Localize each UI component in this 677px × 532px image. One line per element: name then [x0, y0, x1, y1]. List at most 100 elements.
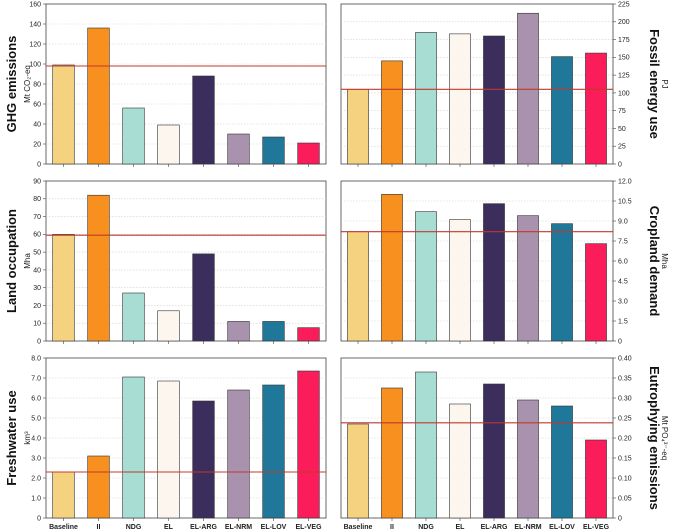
y-tick-label: 160	[29, 1, 41, 8]
bar-el-nrm	[517, 399, 539, 519]
y-tick-label: 125	[618, 73, 630, 80]
bar-ii	[381, 194, 403, 342]
bar-el-veg	[297, 370, 320, 519]
bar-baseline	[347, 231, 369, 342]
y-tick-label: 3.0	[618, 298, 628, 305]
x-ticks: Baseline II NDG EL EL-ARG EL-NRM EL-LOV EL-VEG	[344, 518, 610, 531]
panel-title-group: Fossil energy use	[647, 29, 662, 139]
panel-cropland-demand: 0 1.5 3.0 4.5 6.0 7.5 9.0 10.5 12.0 Cropland dem…	[340, 178, 669, 345]
bar-el	[157, 124, 180, 165]
y-tick-label: 8.0	[31, 355, 41, 362]
y-tick-label: 10	[33, 321, 41, 328]
bar-el-nrm	[227, 133, 250, 165]
x-tick-label: EL	[456, 524, 466, 531]
x-tick-label: II	[97, 524, 101, 531]
panel-eutrophying-emissions: 0 0.05 0.10 0.15 0.20 0.25 0.30 0.35 0.40 Baseli…	[340, 355, 669, 531]
y-tick-label: 0.20	[618, 435, 632, 442]
y-tick-label: 4.5	[618, 278, 628, 285]
bar-ndg	[415, 371, 437, 519]
bars	[347, 371, 607, 519]
y-tick-label: 75	[618, 108, 626, 115]
y-tick-label: 0.35	[618, 375, 632, 382]
panel-frame	[340, 3, 614, 165]
bar-el-arg	[483, 203, 505, 342]
bar-el-arg	[192, 400, 215, 519]
y-tick-label: 6.0	[31, 395, 41, 402]
y-tick-label: 0.15	[618, 455, 632, 462]
bars	[52, 27, 320, 165]
x-tick-label: II	[390, 524, 394, 531]
y-tick-label: 9.0	[618, 218, 628, 225]
bar-el	[157, 310, 180, 342]
panel-unit-group: Mha	[660, 253, 669, 269]
x-tick-label: EL-LOV	[549, 524, 575, 531]
bar-el-veg	[297, 327, 320, 342]
bar-el-arg	[483, 35, 505, 165]
bars	[52, 194, 320, 342]
panel-frame	[45, 180, 327, 342]
x-tick-label: EL-ARG	[190, 524, 217, 531]
panel-unit-group: Mha	[23, 253, 32, 269]
bar-ii	[87, 455, 110, 519]
panel-title: Freshwater use	[4, 390, 19, 485]
bar-el-lov	[551, 56, 573, 165]
panel-title: Fossil energy use	[647, 29, 662, 139]
bar-el-lov	[262, 321, 285, 342]
y-tick-label: 40	[33, 267, 41, 274]
y-tick-label: 20	[33, 303, 41, 310]
panel-title-group: Cropland demand	[647, 206, 662, 317]
y-tick-label: 0.40	[618, 355, 632, 362]
y-tick-label: 140	[29, 21, 41, 28]
panel-land-occupation: 0 10 20 30 40 50 60 70 80 90 Land occupation Mha	[4, 178, 327, 345]
bar-el	[157, 380, 180, 519]
bar-el-nrm	[227, 321, 250, 342]
bar-el-veg	[585, 243, 607, 342]
bar-ndg	[122, 292, 145, 342]
bar-ndg	[415, 32, 437, 165]
panel-fossil-energy-use: 0 25 50 75 100 125 150 175 200 225 Fossil energy …	[340, 1, 669, 168]
panel-title: Land occupation	[4, 209, 19, 313]
x-ticks	[63, 164, 309, 167]
y-tick-label: 0	[37, 338, 41, 345]
bar-el-lov	[551, 223, 573, 342]
x-tick-label: EL-VEG	[295, 524, 322, 531]
y-tick-label: 4.0	[31, 435, 41, 442]
panel-title: Cropland demand	[647, 206, 662, 317]
x-ticks	[357, 341, 597, 344]
bars	[347, 12, 607, 165]
y-ticks: 0 0.05 0.10 0.15 0.20 0.25 0.30 0.35 0.40	[613, 355, 632, 522]
y-tick-label: 50	[33, 250, 41, 257]
bar-el-lov	[262, 384, 285, 519]
x-ticks: Baseline II NDG EL EL-ARG EL-NRM EL-LOV EL-VEG	[49, 518, 322, 531]
y-tick-label: 40	[33, 121, 41, 128]
bar-ii	[87, 194, 110, 342]
y-tick-label: 80	[33, 81, 41, 88]
bar-baseline	[347, 423, 369, 519]
y-tick-label: 0	[618, 338, 622, 345]
y-ticks: 0 1.5 3.0 4.5 6.0 7.5 9.0 10.5 12.0	[613, 178, 632, 345]
panel-freshwater-use: 0 1.0 2.0 3.0 4.0 5.0 6.0 7.0 8.0 Baseline II NDG E…	[4, 355, 327, 531]
y-tick-label: 0.05	[618, 495, 632, 502]
y-tick-label: 60	[33, 101, 41, 108]
y-tick-label: 0	[618, 515, 622, 522]
bar-el	[449, 403, 471, 519]
y-tick-label: 100	[29, 61, 41, 68]
bar-el-veg	[585, 439, 607, 519]
y-tick-label: 30	[33, 285, 41, 292]
bars	[347, 194, 607, 342]
bar-ndg	[122, 376, 145, 519]
y-ticks: 0 1.0 2.0 3.0 4.0 5.0 6.0 7.0 8.0	[31, 355, 46, 522]
bar-ndg	[415, 211, 437, 342]
panel-unit: Mha	[23, 253, 32, 269]
y-tick-label: 0	[37, 161, 41, 168]
y-tick-label: 6.0	[618, 258, 628, 265]
bar-baseline	[52, 64, 75, 165]
y-tick-label: 60	[33, 232, 41, 239]
y-ticks: 0 10 20 30 40 50 60 70 80 90	[33, 178, 46, 345]
bar-el-veg	[585, 52, 607, 165]
bar-el	[449, 33, 471, 165]
x-tick-label: EL-VEG	[583, 524, 610, 531]
y-tick-label: 12.0	[618, 178, 632, 185]
y-tick-label: 2.0	[31, 475, 41, 482]
y-tick-label: 90	[33, 178, 41, 185]
